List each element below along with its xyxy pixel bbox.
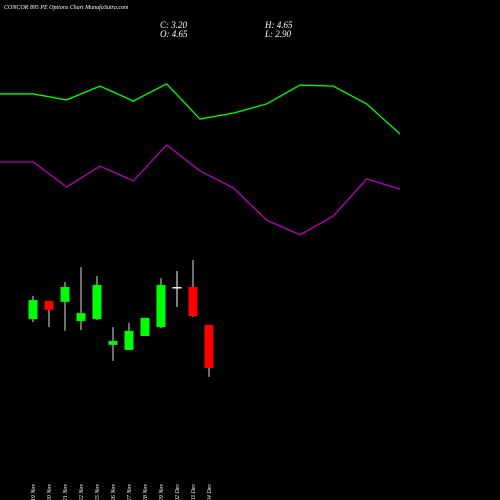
candle-body <box>108 341 118 345</box>
candle-body <box>156 284 166 328</box>
x-tick-label: 20 Nov <box>47 484 53 500</box>
chart-title: CONCOR 895 PE Options Chart MunafaSutra.… <box>4 4 129 11</box>
ohlc-label: H: 4.65 <box>264 20 293 30</box>
candle-body <box>44 300 54 310</box>
x-tick-label: 04 Dec <box>206 484 213 500</box>
ohlc-label: L: 2.90 <box>264 29 292 39</box>
candle-body <box>92 284 102 320</box>
ohlc-label: C: 3.20 <box>160 20 188 30</box>
x-tick-label: 29 Nov <box>159 484 165 500</box>
x-tick-label: 27 Nov <box>127 484 133 500</box>
candle-body <box>172 286 182 289</box>
candle-body <box>76 313 86 322</box>
x-tick-label: 02 Dec <box>175 484 181 500</box>
x-tick-label: 22 Nov <box>79 484 85 500</box>
ohlc-label: O: 4.65 <box>160 29 188 39</box>
candle-body <box>140 317 150 336</box>
x-tick-label: 28 Nov <box>143 484 149 500</box>
indicator-line <box>0 83 401 135</box>
candle-body <box>60 286 70 302</box>
candle-body <box>124 330 134 350</box>
x-tick-label: 19 Nov <box>31 484 37 500</box>
x-tick-label: 21 Nov <box>63 484 69 500</box>
candle-body <box>188 286 198 317</box>
indicator-line <box>0 144 401 236</box>
x-tick-label: 25 Nov <box>95 484 101 500</box>
candle-body <box>28 300 38 320</box>
x-tick-label: 26 Nov <box>111 484 117 500</box>
candle-body <box>204 324 214 369</box>
x-tick-label: 03 Dec <box>191 484 197 500</box>
